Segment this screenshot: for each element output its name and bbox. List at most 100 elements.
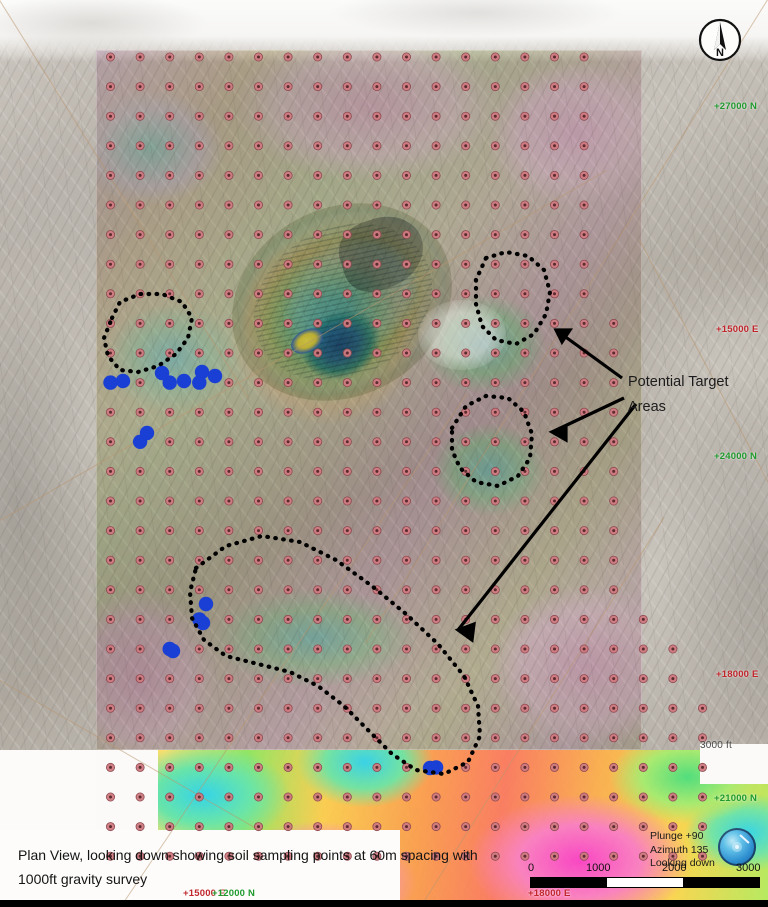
sample-point-icon[interactable] — [283, 82, 293, 92]
sample-point-icon[interactable] — [490, 822, 500, 832]
sample-point-icon[interactable] — [401, 52, 411, 62]
sample-point-icon[interactable] — [194, 851, 204, 861]
sample-point-icon[interactable] — [135, 733, 145, 743]
sample-point-icon[interactable] — [224, 526, 234, 536]
sample-point-icon[interactable] — [342, 614, 352, 624]
sample-point-icon[interactable] — [638, 762, 648, 772]
sample-point-icon[interactable] — [372, 259, 382, 269]
sample-point-icon[interactable] — [609, 614, 619, 624]
sample-point-icon[interactable] — [698, 733, 708, 743]
sample-point-icon[interactable] — [283, 674, 293, 684]
sample-point-icon[interactable] — [135, 674, 145, 684]
sample-point-icon[interactable] — [165, 141, 175, 151]
sample-point-icon[interactable] — [461, 822, 471, 832]
sample-point-icon[interactable] — [342, 851, 352, 861]
sample-point-icon[interactable] — [431, 378, 441, 388]
sample-point-icon[interactable] — [342, 82, 352, 92]
sample-point-icon[interactable] — [135, 555, 145, 565]
sample-point-icon[interactable] — [401, 82, 411, 92]
sample-point-icon[interactable] — [520, 733, 530, 743]
sample-point-icon[interactable] — [165, 851, 175, 861]
sample-point-icon[interactable] — [550, 200, 560, 210]
sample-point-icon[interactable] — [461, 851, 471, 861]
sample-point-icon[interactable] — [342, 200, 352, 210]
sample-point-icon[interactable] — [224, 52, 234, 62]
sample-point-icon[interactable] — [638, 644, 648, 654]
sample-point-icon[interactable] — [401, 437, 411, 447]
sample-point-icon[interactable] — [194, 644, 204, 654]
sample-point-icon[interactable] — [313, 762, 323, 772]
sample-point-icon[interactable] — [135, 170, 145, 180]
sample-point-icon[interactable] — [550, 526, 560, 536]
sample-point-icon[interactable] — [401, 496, 411, 506]
sample-point-icon[interactable] — [372, 170, 382, 180]
sample-point-icon[interactable] — [520, 82, 530, 92]
sample-point-icon[interactable] — [135, 348, 145, 358]
sample-point-icon[interactable] — [135, 614, 145, 624]
sample-point-icon[interactable] — [461, 289, 471, 299]
sample-point-icon[interactable] — [401, 170, 411, 180]
sample-point-icon[interactable] — [253, 437, 263, 447]
sample-point-icon[interactable] — [253, 170, 263, 180]
sample-point-icon[interactable] — [194, 230, 204, 240]
sample-point-icon[interactable] — [520, 378, 530, 388]
sample-point-icon[interactable] — [372, 318, 382, 328]
sample-point-icon[interactable] — [224, 82, 234, 92]
sample-point-icon[interactable] — [135, 792, 145, 802]
sample-point-icon[interactable] — [135, 378, 145, 388]
sample-point-icon[interactable] — [342, 762, 352, 772]
sample-point-icon[interactable] — [253, 703, 263, 713]
sample-point-icon[interactable] — [490, 407, 500, 417]
sample-point-icon[interactable] — [342, 822, 352, 832]
sampled-point-icon[interactable] — [103, 375, 118, 390]
sample-point-icon[interactable] — [431, 318, 441, 328]
sample-point-icon[interactable] — [461, 733, 471, 743]
sample-point-icon[interactable] — [550, 703, 560, 713]
sample-point-icon[interactable] — [165, 762, 175, 772]
sample-point-icon[interactable] — [490, 318, 500, 328]
sample-point-icon[interactable] — [224, 111, 234, 121]
sample-point-icon[interactable] — [253, 762, 263, 772]
sample-point-icon[interactable] — [490, 141, 500, 151]
sample-point-icon[interactable] — [490, 703, 500, 713]
sample-point-icon[interactable] — [461, 555, 471, 565]
sample-point-icon[interactable] — [194, 733, 204, 743]
sample-point-icon[interactable] — [579, 674, 589, 684]
sample-point-icon[interactable] — [283, 555, 293, 565]
sample-point-icon[interactable] — [490, 496, 500, 506]
sample-point-icon[interactable] — [401, 585, 411, 595]
sample-point-icon[interactable] — [431, 200, 441, 210]
sample-point-icon[interactable] — [313, 614, 323, 624]
sample-point-icon[interactable] — [638, 733, 648, 743]
sample-point-icon[interactable] — [342, 52, 352, 62]
sample-point-icon[interactable] — [313, 466, 323, 476]
sample-point-icon[interactable] — [461, 52, 471, 62]
sample-point-icon[interactable] — [224, 230, 234, 240]
sample-point-icon[interactable] — [342, 526, 352, 536]
sample-point-icon[interactable] — [372, 407, 382, 417]
sample-point-icon[interactable] — [609, 851, 619, 861]
sample-point-icon[interactable] — [579, 82, 589, 92]
sample-point-icon[interactable] — [550, 230, 560, 240]
sample-point-icon[interactable] — [431, 792, 441, 802]
sample-point-icon[interactable] — [372, 378, 382, 388]
sample-point-icon[interactable] — [283, 526, 293, 536]
sample-point-icon[interactable] — [165, 111, 175, 121]
sample-point-icon[interactable] — [431, 170, 441, 180]
sample-point-icon[interactable] — [520, 851, 530, 861]
sample-point-icon[interactable] — [135, 466, 145, 476]
sample-point-icon[interactable] — [401, 348, 411, 358]
sample-point-icon[interactable] — [609, 437, 619, 447]
sample-point-icon[interactable] — [194, 407, 204, 417]
sample-point-icon[interactable] — [253, 614, 263, 624]
sample-point-icon[interactable] — [194, 526, 204, 536]
sample-point-icon[interactable] — [253, 496, 263, 506]
sample-point-icon[interactable] — [106, 762, 116, 772]
sample-point-icon[interactable] — [372, 348, 382, 358]
sample-point-icon[interactable] — [224, 644, 234, 654]
sample-point-icon[interactable] — [253, 318, 263, 328]
sample-point-icon[interactable] — [490, 348, 500, 358]
sample-point-icon[interactable] — [401, 703, 411, 713]
sample-point-icon[interactable] — [253, 585, 263, 595]
sample-point-icon[interactable] — [253, 230, 263, 240]
